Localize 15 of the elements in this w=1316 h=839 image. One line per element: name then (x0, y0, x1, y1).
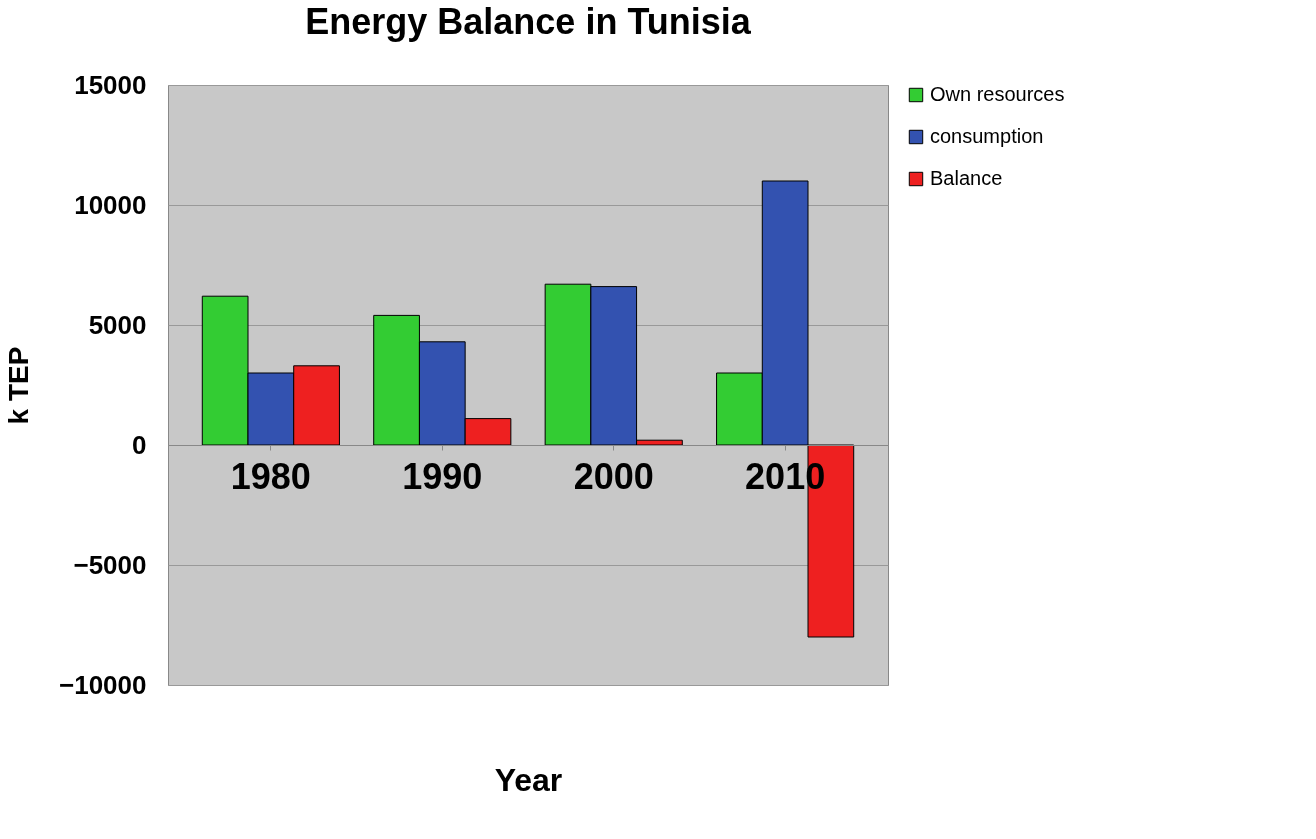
legend-label: Own resources (930, 83, 1065, 105)
x-tick-label: 1990 (402, 455, 483, 497)
y-tick-label: 0 (132, 429, 147, 460)
legend-label: consumption (930, 125, 1044, 147)
y-tick-label: 10000 (74, 189, 147, 220)
chart-title: Energy Balance in Tunisia (305, 1, 752, 42)
y-axis-title: k TEP (3, 346, 35, 425)
y-tick-label: −5000 (73, 549, 147, 580)
y-tick-label: 5000 (88, 309, 147, 340)
x-axis-title: Year (494, 761, 563, 798)
y-tick-label: 15000 (74, 69, 147, 100)
y-tick-label: −10000 (59, 669, 147, 700)
legend-label: Balance (930, 167, 1003, 189)
x-tick-label: 1980 (230, 455, 311, 497)
x-tick-label: 2000 (573, 455, 654, 497)
